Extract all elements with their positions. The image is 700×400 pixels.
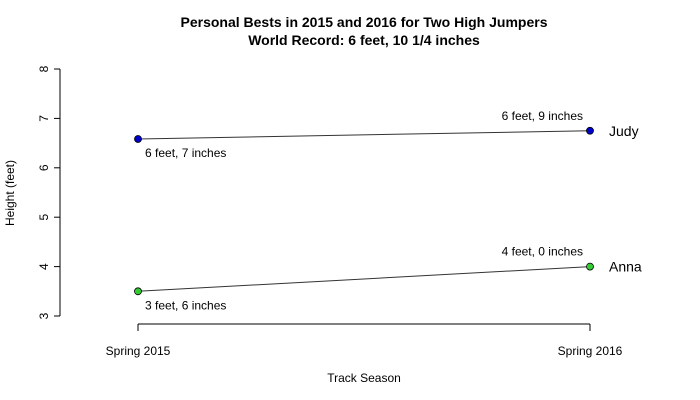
x-tick-label: Spring 2016	[558, 344, 623, 358]
y-tick-label: 6	[37, 164, 51, 171]
data-point-judy	[134, 135, 142, 143]
chart-title: Personal Bests in 2015 and 2016 for Two …	[181, 14, 548, 30]
data-label-anna: 4 feet, 0 inches	[502, 245, 583, 259]
y-tick-label: 4	[37, 263, 51, 270]
data-point-judy	[586, 126, 594, 135]
y-tick-label: 3	[37, 312, 51, 319]
y-axis-label: Height (feet)	[3, 160, 17, 226]
x-axis-ticks: Spring 2015 Spring 2016	[106, 324, 623, 358]
data-label-judy: 6 feet, 7 inches	[145, 146, 226, 160]
data-point-anna	[134, 287, 142, 296]
series-label-judy: Judy	[609, 123, 639, 139]
series-label-anna: Anna	[609, 259, 642, 275]
data-label-anna: 3 feet, 6 inches	[145, 298, 226, 312]
x-tick-label: Spring 2015	[106, 344, 171, 358]
plot-area: 6 feet, 7 inches 6 feet, 9 inches Judy 3 fe…	[134, 109, 642, 312]
series-line-anna	[137, 266, 591, 292]
y-axis-ticks: 3 4 5 6 7 8	[37, 65, 60, 319]
y-tick-label: 5	[37, 214, 51, 221]
y-tick-label: 7	[37, 115, 51, 122]
data-point-anna	[586, 262, 594, 271]
y-tick-label: 8	[37, 65, 51, 72]
x-axis-label: Track Season	[327, 371, 401, 385]
series-line-judy	[137, 130, 591, 140]
data-label-judy: 6 feet, 9 inches	[502, 109, 583, 123]
chart-subtitle: World Record: 6 feet, 10 1/4 inches	[248, 32, 480, 48]
